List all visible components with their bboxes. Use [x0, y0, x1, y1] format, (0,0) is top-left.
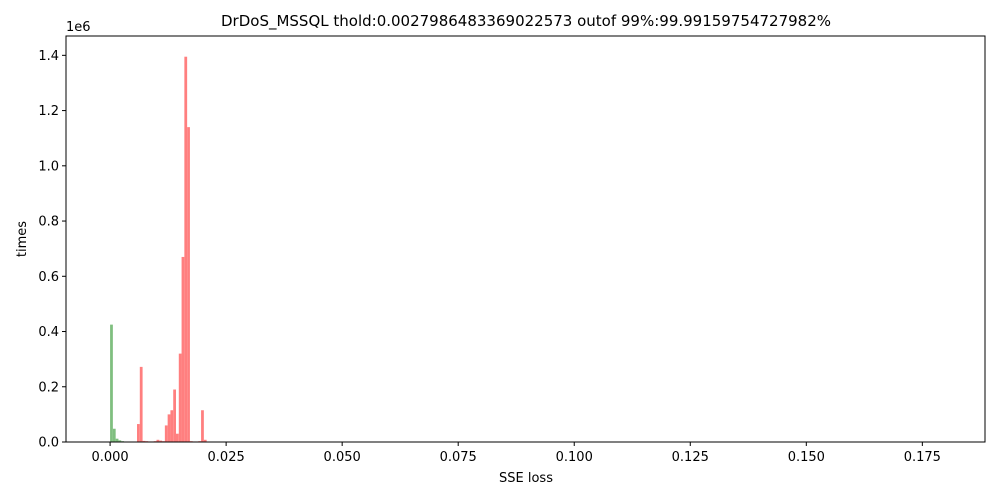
histogram-bar-1-24 [203, 439, 207, 442]
histogram-bar-1-17 [184, 56, 188, 443]
histogram-bar-1-13 [173, 389, 176, 442]
histogram-bar-0-3 [118, 440, 122, 442]
x-tick-label: 0.050 [324, 450, 361, 465]
histogram-bar-0-1 [112, 428, 116, 442]
histogram-bar-1-16 [181, 256, 185, 442]
x-tick-label: 0.150 [788, 450, 825, 465]
y-tick-label: 0.8 [38, 215, 59, 230]
y-tick-label: 1.2 [38, 104, 59, 119]
x-axis-ticks: 0.000 0.025 0.050 0.075 0.100 0.125 0.150 0.175 [91, 442, 941, 465]
y-tick-label: 1.4 [38, 49, 59, 64]
histogram-bar-0-2 [115, 438, 119, 442]
histogram-bar-1-14 [176, 433, 179, 442]
x-axis-label: SSE loss [499, 471, 553, 486]
histogram-bar-1-7 [156, 439, 160, 442]
histogram-bar-0-0 [110, 324, 113, 442]
x-tick-label: 0.175 [904, 450, 941, 465]
x-tick-label: 0.000 [91, 450, 128, 465]
x-tick-label: 0.100 [556, 450, 593, 465]
y-tick-label: 0.2 [38, 380, 59, 395]
histogram-bar-1-8 [159, 440, 163, 442]
x-tick-label: 0.025 [208, 450, 245, 465]
histogram-bar-1-18 [187, 127, 190, 442]
x-tick-label: 0.075 [440, 450, 477, 465]
y-axis-label: times [15, 221, 30, 257]
x-tick-label: 0.125 [672, 450, 709, 465]
chart-title: DrDoS_MSSQL thold:0.0027986483369022573 … [221, 12, 831, 31]
histogram-bar-1-11 [167, 414, 171, 442]
y-axis-ticks: 0.0 0.2 0.4 0.6 0.8 1.0 1.2 1.4 [38, 49, 66, 451]
histogram-bar-1-1 [139, 366, 143, 442]
bars-group [110, 56, 207, 443]
histogram-bar-1-0 [137, 424, 140, 442]
y-tick-label: 0.4 [38, 325, 59, 340]
plot-frame [65, 35, 986, 443]
histogram-bar-1-12 [170, 410, 174, 442]
y-offset-label: 1e6 [66, 20, 91, 35]
histogram-bar-1-23 [201, 410, 204, 442]
y-tick-label: 0.6 [38, 270, 59, 285]
y-tick-label: 0.0 [38, 436, 59, 451]
histogram-bar-1-2 [142, 440, 146, 442]
histogram-bar-1-15 [178, 353, 182, 442]
histogram-bar-1-10 [164, 425, 168, 442]
y-tick-label: 1.0 [38, 159, 59, 174]
